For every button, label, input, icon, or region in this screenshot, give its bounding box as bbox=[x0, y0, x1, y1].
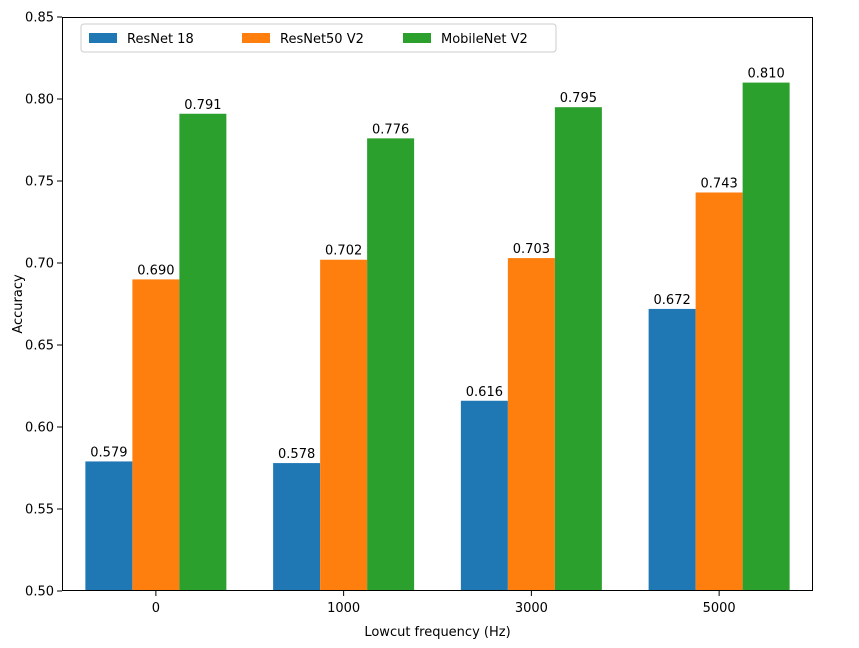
y-axis: 0.50 0.55 0.60 0.65 0.70 0.75 0.80 0.85 bbox=[25, 11, 62, 600]
bar-resnet-18-1000 bbox=[273, 463, 321, 591]
bar-resnet-18-3000 bbox=[460, 400, 508, 591]
plot-frame bbox=[62, 17, 813, 591]
legend-label: ResNet50 V2 bbox=[280, 32, 364, 47]
bar-mobilenet-v2-3000 bbox=[554, 107, 602, 591]
y-tick-label: 0.55 bbox=[25, 503, 54, 518]
data-label: 0.791 bbox=[184, 98, 221, 113]
bar-resnet50-v2-5000 bbox=[695, 192, 743, 592]
bar-resnet50-v2-3000 bbox=[507, 258, 555, 591]
data-label: 0.702 bbox=[325, 244, 362, 259]
data-label: 0.690 bbox=[137, 263, 174, 278]
x-axis: 0 1000 3000 5000 bbox=[152, 591, 736, 616]
x-tick-label: 5000 bbox=[703, 601, 736, 616]
data-label: 0.776 bbox=[372, 122, 409, 137]
y-tick-label: 0.50 bbox=[25, 585, 54, 600]
data-label: 0.810 bbox=[748, 67, 785, 82]
x-tick-label: 3000 bbox=[515, 601, 548, 616]
data-label: 0.703 bbox=[513, 242, 550, 257]
data-label: 0.743 bbox=[701, 176, 738, 191]
data-label: 0.672 bbox=[654, 293, 691, 308]
bar-mobilenet-v2-1000 bbox=[367, 138, 415, 592]
data-label: 0.579 bbox=[90, 445, 127, 460]
y-tick-label: 0.75 bbox=[25, 175, 54, 190]
legend-label: MobileNet V2 bbox=[441, 32, 528, 47]
y-tick-label: 0.65 bbox=[25, 339, 54, 354]
legend-swatch bbox=[242, 33, 270, 43]
bar-resnet50-v2-1000 bbox=[320, 259, 368, 591]
y-tick-label: 0.85 bbox=[25, 11, 54, 26]
data-labels-layer: 0.579 0.578 0.616 0.672 0.690 0.702 0.703 0.743… bbox=[90, 67, 784, 462]
x-axis-label: Lowcut frequency (Hz) bbox=[364, 625, 510, 640]
bar-resnet50-v2-0 bbox=[132, 279, 180, 591]
legend: ResNet 18 ResNet50 V2 MobileNet V2 bbox=[80, 23, 557, 53]
legend-label: ResNet 18 bbox=[127, 32, 194, 47]
data-label: 0.616 bbox=[466, 385, 503, 400]
bar-mobilenet-v2-0 bbox=[179, 113, 227, 591]
y-axis-label: Accuracy bbox=[11, 274, 26, 334]
data-label: 0.795 bbox=[560, 91, 597, 106]
y-tick-label: 0.70 bbox=[25, 257, 54, 272]
bar-resnet-18-0 bbox=[85, 461, 133, 591]
x-tick-label: 1000 bbox=[327, 601, 360, 616]
legend-box bbox=[80, 23, 557, 53]
legend-swatch bbox=[403, 33, 431, 43]
data-label: 0.578 bbox=[278, 447, 315, 462]
bar-resnet-18-5000 bbox=[648, 308, 696, 591]
y-tick-label: 0.60 bbox=[25, 421, 54, 436]
bar-mobilenet-v2-5000 bbox=[742, 82, 790, 591]
legend-swatch bbox=[89, 33, 117, 43]
x-tick-label: 0 bbox=[152, 601, 160, 616]
bars-layer bbox=[85, 82, 790, 592]
y-tick-label: 0.80 bbox=[25, 93, 54, 108]
